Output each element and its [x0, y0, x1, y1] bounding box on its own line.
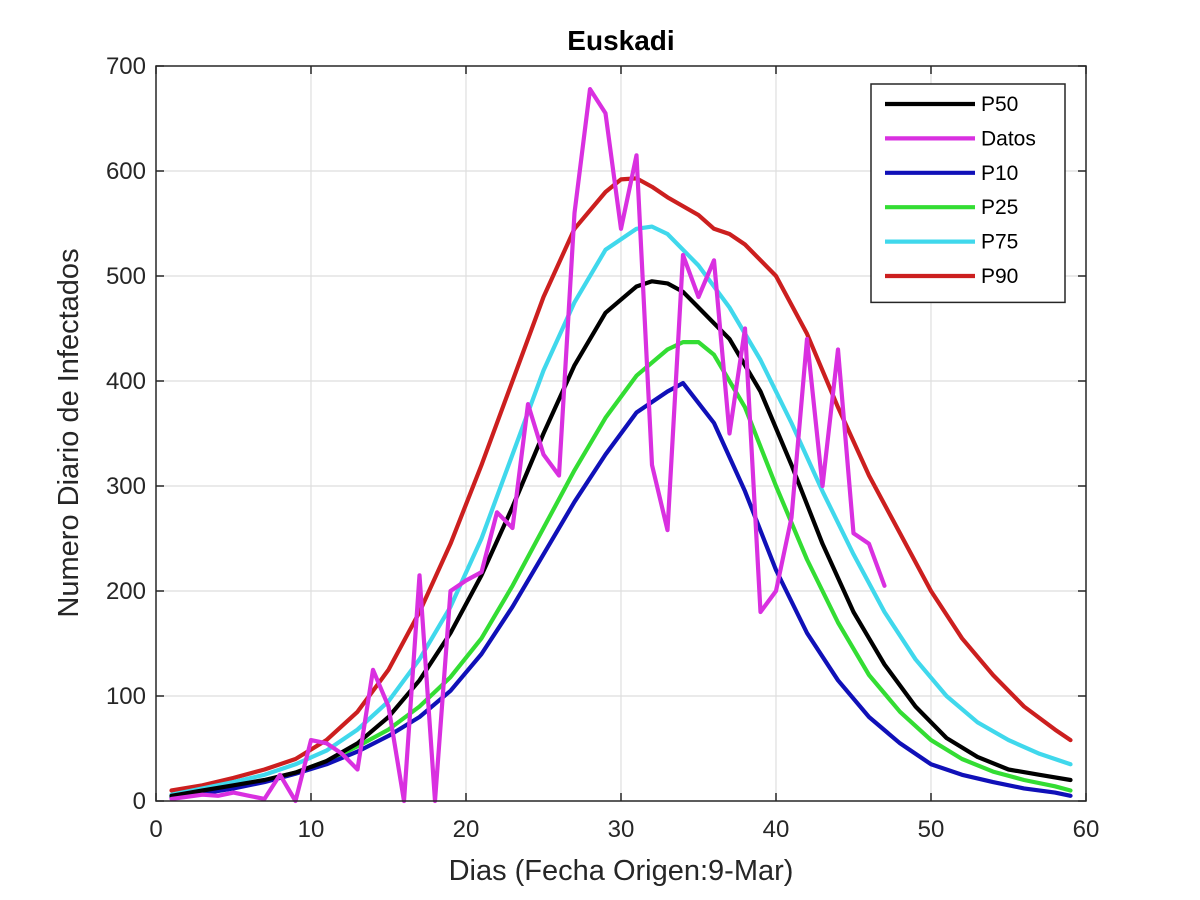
- y-tick-label: 200: [106, 578, 146, 605]
- series-layer: [169, 86, 1073, 804]
- x-tick-label: 20: [453, 816, 480, 843]
- x-tick-label: 60: [1073, 816, 1100, 843]
- legend-box: [870, 83, 1066, 304]
- x-tick-label: 50: [918, 816, 945, 843]
- y-tick-label: 300: [106, 473, 146, 500]
- series-line-datos: [169, 86, 887, 804]
- legend-label-p50: P50: [981, 93, 1018, 116]
- y-tick-label: 0: [133, 788, 146, 815]
- series-line-p10: [169, 381, 1073, 801]
- x-axis-label: Dias (Fecha Origen:9-Mar): [449, 855, 794, 887]
- legend-label-p25: P25: [981, 196, 1018, 219]
- y-tick-label: 400: [106, 368, 146, 395]
- legend-label-datos: Datos: [981, 127, 1036, 150]
- series-line-p75: [169, 224, 1073, 797]
- legend-label-p10: P10: [981, 162, 1018, 185]
- legend-label-p90: P90: [981, 265, 1018, 288]
- x-tick-label: 40: [763, 816, 790, 843]
- x-tick-label: 10: [298, 816, 325, 843]
- chart-title: Euskadi: [567, 25, 674, 56]
- legend-label-p75: P75: [981, 231, 1018, 254]
- y-tick-label: 700: [106, 53, 146, 80]
- y-tick-label: 600: [106, 158, 146, 185]
- y-axis-label: Numero Diario de Infectados: [53, 248, 85, 617]
- legend: P50 Datos P10 P25 P75 P90: [870, 83, 1066, 304]
- y-tick-label: 100: [106, 683, 146, 710]
- x-tick-label: 0: [149, 816, 162, 843]
- x-tick-label: 30: [608, 816, 635, 843]
- series-line-p90: [169, 176, 1073, 793]
- y-tick-label: 500: [106, 263, 146, 290]
